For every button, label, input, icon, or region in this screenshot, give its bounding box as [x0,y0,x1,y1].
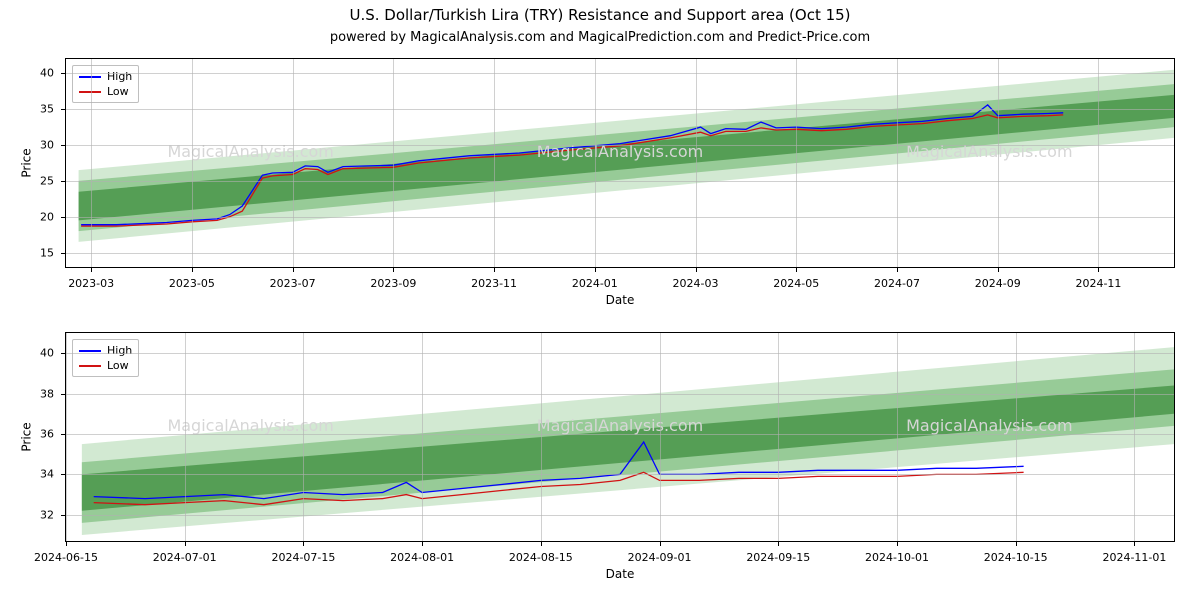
legend-item-low: Low [79,84,132,99]
ytick-label: 32 [40,508,66,521]
legend-label-high: High [107,69,132,84]
gridline-h [66,474,1174,475]
gridline-v [192,59,193,267]
gridline-v [293,59,294,267]
legend-box: High Low [72,65,139,103]
top-chart-xlabel: Date [606,293,635,307]
gridline-v [541,333,542,541]
gridline-v [660,333,661,541]
xtick-label: 2024-10-01 [865,541,929,564]
xtick-label: 2024-07-15 [271,541,335,564]
ytick-label: 34 [40,468,66,481]
ytick-label: 40 [40,67,66,80]
gridline-h [66,145,1174,146]
gridline-v [1016,333,1017,541]
xtick-label: 2024-11 [1075,267,1121,290]
ytick-label: 38 [40,387,66,400]
gridline-v [393,59,394,267]
ytick-label: 30 [40,139,66,152]
gridline-v [66,333,67,541]
bottom-chart-svg [66,333,1174,541]
gridline-v [998,59,999,267]
xtick-label: 2024-08-15 [509,541,573,564]
gridline-h [66,253,1174,254]
gridline-h [66,515,1174,516]
gridline-v [91,59,92,267]
gridline-h [66,181,1174,182]
gridline-v [897,59,898,267]
legend-item-high: High [79,69,132,84]
xtick-label: 2024-09-01 [628,541,692,564]
top-chart-ylabel: Price [20,148,34,177]
gridline-v [778,333,779,541]
gridline-v [696,59,697,267]
figure: U.S. Dollar/Turkish Lira (TRY) Resistanc… [0,0,1200,600]
xtick-label: 2024-07-01 [153,541,217,564]
legend-swatch-high [79,350,101,352]
gridline-v [595,59,596,267]
xtick-label: 2023-11 [471,267,517,290]
chart-subtitle: powered by MagicalAnalysis.com and Magic… [0,30,1200,45]
ytick-label: 40 [40,347,66,360]
xtick-label: 2024-07 [874,267,920,290]
legend-box: High Low [72,339,139,377]
legend-swatch-low [79,365,101,367]
xtick-label: 2023-09 [370,267,416,290]
ytick-label: 35 [40,103,66,116]
xtick-label: 2023-07 [270,267,316,290]
legend-label-high: High [107,343,132,358]
xtick-label: 2024-11-01 [1102,541,1166,564]
xtick-label: 2024-09 [975,267,1021,290]
xtick-label: 2024-03 [673,267,719,290]
gridline-v [1098,59,1099,267]
legend-swatch-low [79,91,101,93]
gridline-h [66,394,1174,395]
ytick-label: 20 [40,210,66,223]
gridline-v [422,333,423,541]
xtick-label: 2024-10-15 [984,541,1048,564]
legend-item-high: High [79,343,132,358]
xtick-label: 2024-01 [572,267,618,290]
legend-item-low: Low [79,358,132,373]
gridline-h [66,434,1174,435]
gridline-h [66,73,1174,74]
xtick-label: 2023-03 [68,267,114,290]
gridline-v [303,333,304,541]
top-chart: MagicalAnalysis.com MagicalAnalysis.com … [65,58,1175,268]
legend-label-low: Low [107,358,129,373]
gridline-v [796,59,797,267]
top-chart-svg [66,59,1174,267]
ytick-label: 25 [40,174,66,187]
gridline-v [185,333,186,541]
ytick-label: 15 [40,246,66,259]
bottom-chart-ylabel: Price [20,422,34,451]
gridline-v [897,333,898,541]
xtick-label: 2024-08-01 [390,541,454,564]
gridline-v [1134,333,1135,541]
xtick-label: 2024-09-15 [746,541,810,564]
bottom-chart: MagicalAnalysis.com MagicalAnalysis.com … [65,332,1175,542]
legend-swatch-high [79,76,101,78]
xtick-label: 2024-05 [773,267,819,290]
ytick-label: 36 [40,427,66,440]
gridline-h [66,217,1174,218]
xtick-label: 2023-05 [169,267,215,290]
gridline-v [494,59,495,267]
chart-title: U.S. Dollar/Turkish Lira (TRY) Resistanc… [0,6,1200,24]
bottom-chart-xlabel: Date [606,567,635,581]
xtick-label: 2024-06-15 [34,541,98,564]
gridline-h [66,353,1174,354]
gridline-h [66,109,1174,110]
legend-label-low: Low [107,84,129,99]
